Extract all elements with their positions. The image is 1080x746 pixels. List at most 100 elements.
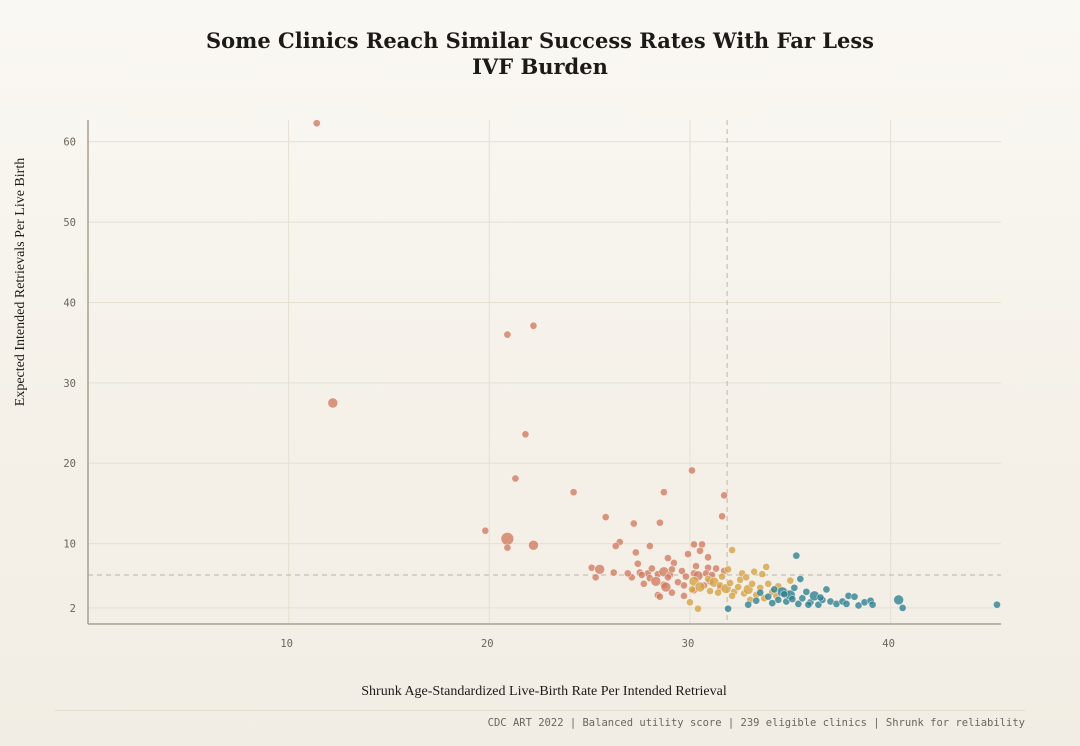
- data-point[interactable]: [712, 564, 721, 573]
- data-point[interactable]: [726, 579, 735, 587]
- data-point[interactable]: [868, 600, 877, 609]
- data-point[interactable]: [758, 570, 767, 579]
- chart-title-line-2: IVF Burden: [472, 54, 608, 79]
- data-point[interactable]: [724, 565, 733, 574]
- data-point[interactable]: [718, 572, 727, 581]
- data-point[interactable]: [850, 592, 859, 601]
- data-point[interactable]: [742, 573, 751, 582]
- data-point[interactable]: [694, 604, 702, 613]
- data-point[interactable]: [728, 546, 737, 554]
- data-point[interactable]: [750, 567, 759, 576]
- data-point[interactable]: [633, 559, 642, 568]
- data-point[interactable]: [631, 548, 640, 557]
- data-point[interactable]: [663, 573, 672, 582]
- grid-lines: [88, 120, 1001, 624]
- data-point[interactable]: [623, 569, 632, 578]
- data-point[interactable]: [611, 542, 620, 550]
- data-point[interactable]: [684, 550, 692, 559]
- data-point[interactable]: [854, 601, 863, 610]
- data-point[interactable]: [680, 581, 688, 590]
- data-point[interactable]: [720, 491, 729, 500]
- data-point[interactable]: [764, 579, 773, 588]
- data-point[interactable]: [569, 488, 578, 497]
- data-point[interactable]: [822, 585, 831, 594]
- data-point[interactable]: [724, 604, 733, 613]
- data-point[interactable]: [804, 600, 813, 609]
- data-point[interactable]: [637, 571, 646, 579]
- data-point[interactable]: [682, 572, 690, 581]
- data-point[interactable]: [594, 563, 606, 575]
- data-point[interactable]: [792, 551, 801, 560]
- data-point[interactable]: [790, 583, 799, 592]
- data-point[interactable]: [659, 488, 668, 497]
- data-point[interactable]: [688, 466, 696, 475]
- data-point[interactable]: [696, 546, 704, 555]
- data-point[interactable]: [645, 542, 654, 550]
- data-point[interactable]: [503, 330, 512, 339]
- data-point[interactable]: [692, 562, 700, 571]
- data-point[interactable]: [748, 579, 757, 588]
- data-point[interactable]: [647, 564, 656, 573]
- data-point[interactable]: [503, 543, 512, 552]
- data-point[interactable]: [690, 540, 698, 549]
- data-point[interactable]: [673, 578, 682, 587]
- data-point[interactable]: [744, 600, 753, 609]
- data-point[interactable]: [764, 592, 773, 601]
- data-point[interactable]: [704, 553, 712, 562]
- data-point[interactable]: [898, 603, 907, 612]
- data-point[interactable]: [993, 600, 1001, 609]
- data-point[interactable]: [660, 581, 672, 593]
- data-point[interactable]: [601, 513, 610, 522]
- data-point[interactable]: [680, 591, 688, 600]
- data-point[interactable]: [650, 576, 662, 587]
- data-point[interactable]: [521, 430, 530, 439]
- data-point[interactable]: [762, 562, 771, 571]
- data-point[interactable]: [842, 599, 851, 608]
- data-point[interactable]: [694, 581, 706, 593]
- data-point[interactable]: [587, 563, 596, 572]
- data-point[interactable]: [796, 575, 805, 583]
- data-point[interactable]: [802, 587, 811, 596]
- data-point[interactable]: [718, 512, 727, 521]
- data-point[interactable]: [312, 119, 321, 128]
- data-point[interactable]: [788, 595, 797, 604]
- data-point[interactable]: [481, 526, 490, 535]
- data-point[interactable]: [816, 593, 825, 602]
- data-point[interactable]: [768, 599, 777, 608]
- data-point[interactable]: [629, 519, 638, 528]
- data-point[interactable]: [511, 474, 520, 483]
- data-point[interactable]: [639, 579, 648, 588]
- data-point[interactable]: [798, 594, 807, 603]
- data-point[interactable]: [667, 588, 676, 597]
- data-point[interactable]: [774, 595, 783, 604]
- y-axis-title: Expected Intended Retrievals Per Live Bi…: [13, 158, 28, 406]
- data-point[interactable]: [756, 588, 765, 597]
- data-point[interactable]: [734, 583, 743, 591]
- data-point[interactable]: [655, 592, 664, 601]
- data-point[interactable]: [529, 321, 538, 330]
- data-point[interactable]: [770, 585, 779, 594]
- data-point[interactable]: [706, 587, 714, 595]
- data-point[interactable]: [609, 568, 618, 577]
- data-point[interactable]: [752, 596, 761, 605]
- chart-title: Some Clinics Reach Similar Success Rates…: [0, 28, 1080, 80]
- data-point[interactable]: [686, 598, 694, 607]
- data-point[interactable]: [786, 576, 795, 585]
- data-point[interactable]: [591, 573, 600, 582]
- data-point[interactable]: [655, 518, 664, 527]
- data-point[interactable]: [780, 590, 789, 599]
- data-point[interactable]: [663, 554, 672, 563]
- data-point[interactable]: [528, 539, 539, 551]
- data-point[interactable]: [500, 532, 515, 546]
- chart-title-line-1: Some Clinics Reach Similar Success Rates…: [205, 28, 875, 53]
- data-point[interactable]: [714, 588, 723, 597]
- data-point[interactable]: [678, 566, 686, 575]
- y-tick-label: 30: [63, 378, 76, 390]
- data-point[interactable]: [794, 599, 803, 608]
- data-point[interactable]: [667, 565, 676, 574]
- data-point[interactable]: [893, 594, 905, 606]
- data-point[interactable]: [728, 591, 737, 600]
- y-tick-label: 10: [63, 539, 76, 551]
- data-point[interactable]: [688, 585, 696, 594]
- data-point[interactable]: [327, 397, 339, 409]
